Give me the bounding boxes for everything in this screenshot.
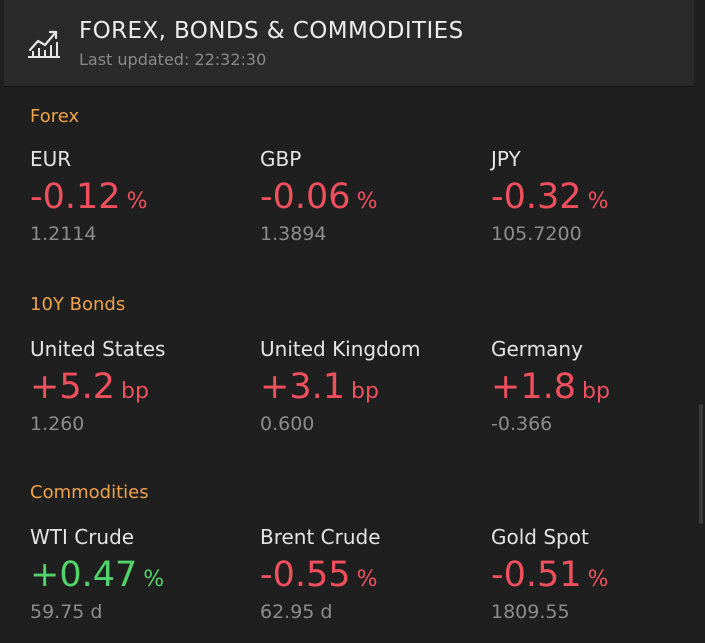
last-updated-label: Last updated: 22:32:30	[79, 50, 267, 69]
quote-change: +5.2 bp	[30, 367, 149, 407]
quote-price: 1.260	[30, 413, 85, 435]
quote-name: United Kingdom	[260, 337, 421, 361]
quote-price: -0.366	[491, 413, 553, 435]
quote-name: United States	[30, 337, 166, 361]
quote-united-states[interactable]: United States +5.2 bp 1.260	[30, 335, 250, 437]
quote-price: 1.3894	[260, 223, 327, 245]
quote-price: 105.7200	[491, 223, 582, 245]
quote-price: 59.75 d	[30, 601, 103, 623]
quote-price: 62.95 d	[260, 601, 333, 623]
quote-change: -0.51%	[491, 555, 609, 595]
quote-name: Gold Spot	[491, 525, 589, 549]
quote-eur[interactable]: EUR -0.12% 1.2114	[30, 145, 250, 247]
quote-change: +1.8 bp	[491, 367, 610, 407]
quote-jpy[interactable]: JPY -0.32% 105.7200	[491, 145, 705, 247]
section-title-bonds: 10Y Bonds	[30, 294, 126, 315]
markets-panel: FOREX, BONDS & COMMODITIES Last updated:…	[4, 0, 694, 643]
section-title-forex: Forex	[30, 106, 80, 127]
quote-change: -0.55%	[260, 555, 378, 595]
quote-change: -0.12%	[30, 177, 148, 217]
quote-name: WTI Crude	[30, 525, 135, 549]
quote-name: EUR	[30, 147, 72, 171]
quote-name: GBP	[260, 147, 302, 171]
quote-gold-spot[interactable]: Gold Spot -0.51% 1809.55	[491, 523, 705, 625]
panel-title: FOREX, BONDS & COMMODITIES	[79, 18, 464, 44]
quote-price: 1809.55	[491, 601, 570, 623]
quote-germany[interactable]: Germany +1.8 bp -0.366	[491, 335, 705, 437]
quote-price: 1.2114	[30, 223, 97, 245]
quote-wti-crude[interactable]: WTI Crude +0.47% 59.75 d	[30, 523, 250, 625]
quote-price: 0.600	[260, 413, 315, 435]
quote-change: -0.06%	[260, 177, 378, 217]
line-chart-icon	[28, 30, 60, 58]
quote-united-kingdom[interactable]: United Kingdom +3.1 bp 0.600	[260, 335, 480, 437]
scrollbar-thumb[interactable]	[699, 404, 703, 524]
quote-name: JPY	[491, 147, 521, 171]
quote-change: +3.1 bp	[260, 367, 379, 407]
quote-name: Brent Crude	[260, 525, 381, 549]
quote-change: +0.47%	[30, 555, 165, 595]
panel-header: FOREX, BONDS & COMMODITIES Last updated:…	[4, 0, 694, 87]
quote-gbp[interactable]: GBP -0.06% 1.3894	[260, 145, 480, 247]
quote-brent-crude[interactable]: Brent Crude -0.55% 62.95 d	[260, 523, 480, 625]
quote-change: -0.32%	[491, 177, 609, 217]
quote-name: Germany	[491, 337, 583, 361]
section-title-commodities: Commodities	[30, 482, 149, 503]
